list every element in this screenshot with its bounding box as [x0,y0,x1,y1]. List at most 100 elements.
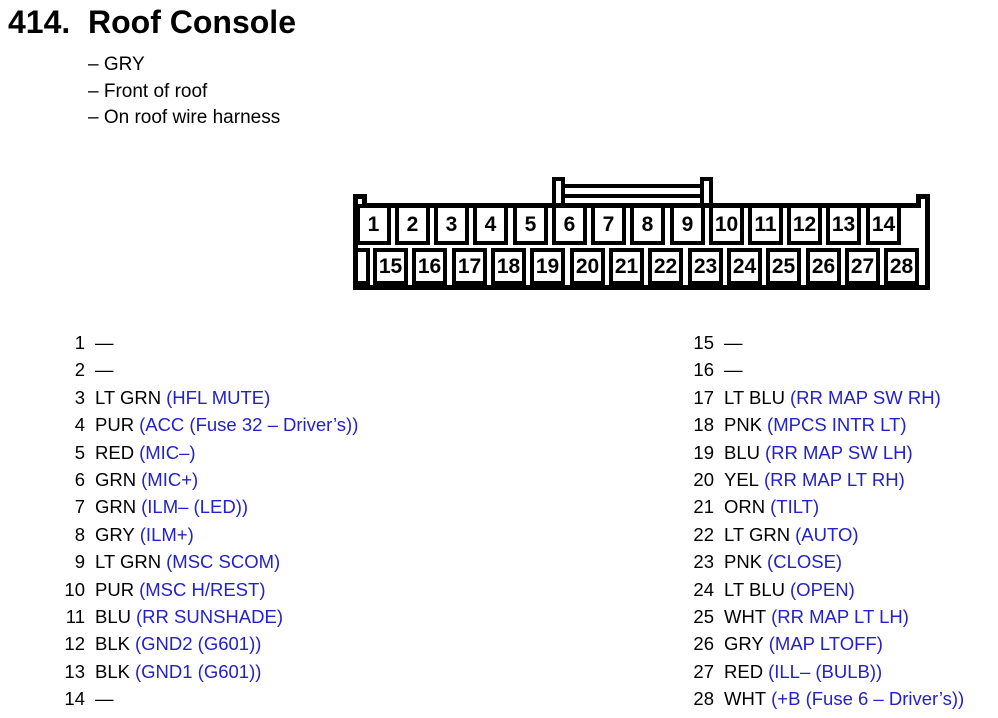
signal-name: (ILM– (LED)) [141,496,249,518]
pin-number: 15 [693,332,714,353]
wire-color: — [724,359,743,381]
note-line: – On roof wire harness [88,107,281,128]
pin-row-15: 15 — [684,329,964,356]
pin-cell-3: 3 [434,204,469,245]
wire-color: RED [724,660,764,682]
wire-color: GRN [95,469,137,491]
connector-latch-post-right [700,177,713,205]
pin-row-5: 5 RED (MIC–) [55,439,358,466]
pin-row-9: 9 LT GRN (MSC SCOM) [55,548,358,575]
pin-cell-14: 14 [866,204,901,245]
pin-row-18: 18 PNK (MPCS INTR LT) [684,411,964,438]
signal-name: (+B (Fuse 6 – Driver’s)) [771,688,965,710]
note-line: – GRY [88,54,145,75]
wire-color: PNK [724,414,763,436]
pin-number: 27 [693,660,714,682]
pin-cell-13: 13 [826,204,861,245]
pin-cell-23: 23 [688,248,723,285]
pin-cell-28: 28 [884,248,919,285]
pin-row-21: 21 ORN (TILT) [684,493,964,520]
page-title: 414. Roof Console [8,4,296,41]
connector-latch-bar [561,184,707,198]
signal-name: (GND2 (G601)) [134,633,262,655]
pin-number: 5 [74,441,85,463]
wire-color: LT GRN [724,523,791,545]
pin-cell-12: 12 [787,204,822,245]
signal-name: (HFL MUTE) [166,386,271,408]
pin-cell-17: 17 [452,248,487,285]
signal-name: (RR SUNSHADE) [136,606,283,628]
signal-name: (MAP LTOFF) [768,633,883,655]
pin-list-right: 15— 16— 17 LT BLU (RR MAP SW RH) 18 PNK (MPC… [684,329,964,713]
pin-cell-16: 16 [412,248,447,285]
pin-number: 25 [693,606,714,628]
pin-cell-26: 26 [806,248,841,285]
wire-color: BLU [95,606,131,628]
pin-row-25: 25 WHT (RR MAP LT LH) [684,603,964,630]
pin-number: 23 [693,551,714,573]
wire-color: LT GRN [95,386,162,408]
pin-row-8: 8 GRY (ILM+) [55,521,358,548]
pin-number: 17 [693,386,714,408]
pin-list-left: 1— 2— 3 LT GRN (HFL MUTE) 4 PUR (ACC (Fuse 3… [55,329,358,713]
section-title: Roof Console [88,4,296,40]
pin-number: 21 [693,496,714,518]
pin-row-12: 12 BLK (GND2 (G601)) [55,630,358,657]
signal-name: (CLOSE) [767,551,843,573]
pin-row-11: 11 BLU (RR SUNSHADE) [55,603,358,630]
pin-cell-25: 25 [766,248,801,285]
pin-cell-21: 21 [609,248,644,285]
pin-number: 16 [693,359,714,381]
pin-row-3: 3 LT GRN (HFL MUTE) [55,384,358,411]
wire-color: BLK [95,660,130,682]
pin-row-24: 24 LT BLU (OPEN) [684,576,964,603]
pin-cell-1: 1 [356,204,391,245]
pin-row-22: 22 LT GRN (AUTO) [684,521,964,548]
pin-row-16: 16 — [684,356,964,383]
pin-cell-11: 11 [748,204,783,245]
pin-number: 6 [74,469,85,491]
wire-color: — [95,688,114,710]
pin-number: 19 [693,441,714,463]
note-line: – Front of roof [88,80,208,102]
wire-color: LT GRN [95,551,162,573]
pin-number: 8 [74,523,85,545]
wire-color: YEL [724,469,759,491]
pin-number: 18 [693,414,714,436]
signal-name: (ACC (Fuse 32 – Driver’s)) [139,414,359,436]
signal-name: (RR MAP SW RH) [790,386,941,408]
signal-name: (MSC H/REST) [139,578,266,600]
signal-name: (RR MAP SW LH) [765,441,913,463]
pin-row-14: 14 — [55,685,358,712]
wire-color: PUR [95,578,135,600]
pin-number: 13 [64,660,85,682]
pin-number: 22 [693,523,714,545]
wire-color: WHT [724,606,767,628]
signal-name: (GND1 (G601)) [134,660,262,682]
signal-name: (RR MAP LT LH) [771,606,909,628]
pin-number: 14 [64,688,85,710]
pin-number: 10 [64,578,85,600]
signal-name: (ILM+) [139,523,194,545]
pin-cell-22: 22 [648,248,683,285]
wire-color: ORN [724,496,766,518]
wire-color: RED [95,441,135,463]
pin-row-19: 19 BLU (RR MAP SW LH) [684,439,964,466]
pin-number: 4 [74,414,85,436]
pin-row-27: 27 RED (ILL– (BULB)) [684,658,964,685]
wire-color: GRY [724,633,764,655]
pin-number: 7 [74,496,85,518]
pin-cell-24: 24 [727,248,762,285]
pin-cell-19: 19 [530,248,565,285]
pin-row-26: 26 GRY (MAP LTOFF) [684,630,964,657]
pin-number: 9 [74,551,85,573]
pin-row-17: 17 LT BLU (RR MAP SW RH) [684,384,964,411]
pin-row-2: 2— [55,356,358,383]
pin-cell-20: 20 [570,248,605,285]
connector-notes: – GRY – Front of roof – On roof wire har… [88,52,280,132]
signal-name: (MIC–) [139,441,196,463]
pin-row-23: 23 PNK (CLOSE) [684,548,964,575]
wire-color: GRN [95,496,137,518]
wire-color: GRY [95,523,135,545]
signal-name: (MIC+) [141,469,199,491]
